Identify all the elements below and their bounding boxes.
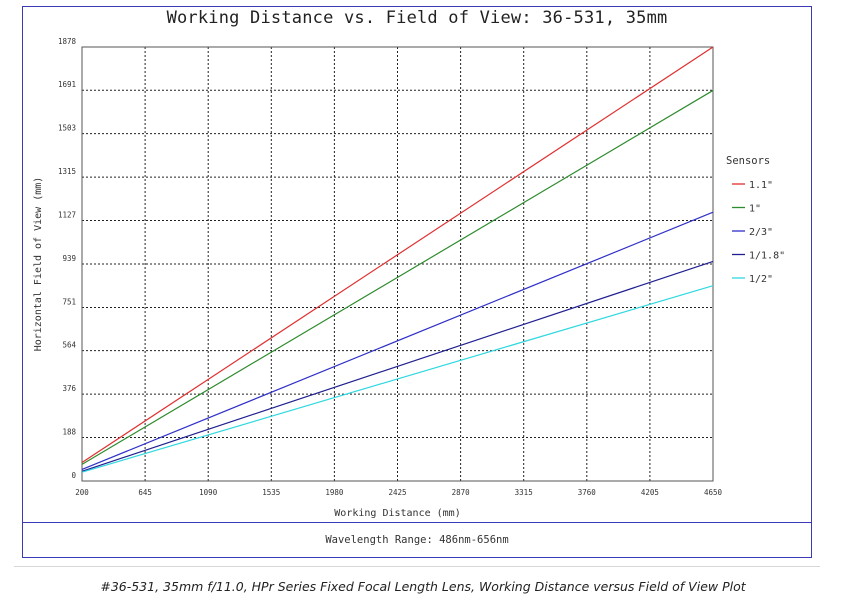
legend-label: 2/3" [749, 227, 773, 238]
y-tick-label: 751 [62, 297, 76, 306]
legend: 1.1" 1" 2/3" 1/1.8" 1/2" [732, 180, 785, 285]
y-tick-label: 0 [71, 471, 76, 480]
legend-label: 1/2" [749, 274, 773, 285]
y-tick-label: 1691 [58, 80, 76, 89]
y-axis-label: Horizontal Field of View (mm) [33, 177, 44, 352]
y-tick-label: 1503 [58, 124, 76, 133]
chart-frame [22, 6, 812, 558]
y-tick-label: 939 [62, 254, 76, 263]
y-tick-label: 564 [62, 341, 76, 350]
x-tick-label: 4650 [704, 488, 723, 497]
y-tick-label: 1315 [58, 167, 76, 176]
frame-divider [22, 522, 812, 523]
y-tick-label: 188 [62, 428, 76, 437]
series-line [81, 285, 714, 473]
legend-label: 1.1" [749, 180, 773, 191]
figure-caption: #36-531, 35mm f/11.0, HPr Series Fixed F… [100, 579, 746, 594]
series-line [81, 89, 714, 465]
y-axis-ticks: 0 188 376 564 751 939 1127 1315 1503 1691 1878 [58, 37, 77, 480]
x-tick-label: 3760 [578, 488, 597, 497]
x-tick-label: 1535 [262, 488, 280, 497]
grid [82, 47, 713, 481]
plot-area [81, 46, 714, 482]
legend-label: 1" [749, 204, 761, 215]
x-tick-label: 3315 [515, 488, 533, 497]
x-tick-label: 1090 [199, 488, 218, 497]
legend-title: Sensors [726, 155, 770, 167]
series-lines [81, 46, 714, 473]
y-tick-label: 376 [62, 384, 76, 393]
x-tick-label: 645 [138, 488, 152, 497]
legend-label: 1/1.8" [749, 251, 785, 262]
series-line [81, 46, 714, 464]
x-tick-label: 1980 [325, 488, 344, 497]
x-axis-label: Working Distance (mm) [334, 508, 460, 519]
series-line [81, 211, 714, 471]
caption-divider [14, 566, 820, 567]
x-tick-label: 200 [75, 488, 89, 497]
x-tick-label: 4205 [641, 488, 659, 497]
x-axis-ticks: 200 645 1090 1535 1980 2425 2870 3315 3760 4205 46… [75, 488, 722, 497]
chart-title: Working Distance vs. Field of View: 36-5… [166, 8, 668, 28]
y-tick-label: 1127 [58, 211, 76, 220]
y-tick-label: 1878 [58, 37, 77, 46]
series-line [81, 260, 714, 472]
wavelength-range: Wavelength Range: 486nm-656nm [325, 534, 509, 546]
x-tick-label: 2870 [452, 488, 471, 497]
x-tick-label: 2425 [388, 488, 406, 497]
